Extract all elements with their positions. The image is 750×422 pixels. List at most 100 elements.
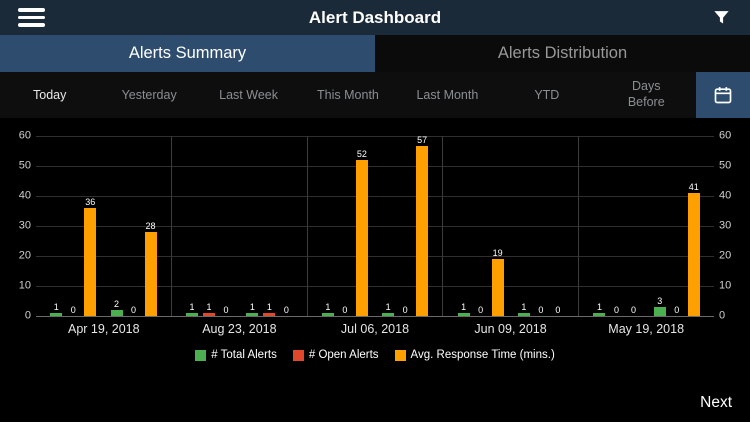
bar-slot: 36	[84, 136, 97, 316]
gridline	[36, 286, 714, 287]
bar	[263, 313, 276, 316]
bar-value-label: 0	[283, 305, 289, 315]
legend-item: # Total Alerts	[195, 349, 277, 361]
bar-value-label: 2	[114, 299, 120, 309]
bar-value-label: 3	[657, 296, 663, 306]
bar-value-label: 1	[189, 302, 195, 312]
bar	[382, 313, 395, 316]
bar-slot: 0	[552, 136, 564, 316]
bar-slot: 52	[355, 136, 368, 316]
page-title: Alert Dashboard	[308, 7, 442, 27]
y-axis-tick: 30	[719, 219, 732, 232]
y-axis-tick: 60	[18, 129, 31, 142]
bar-value-label: 1	[249, 302, 255, 312]
bar-value-label: 0	[70, 305, 76, 315]
bar-cluster: 1 1 0	[186, 136, 232, 316]
bar	[653, 307, 666, 316]
y-axis-tick: 50	[18, 159, 31, 172]
bar-group: 1 0 19 1 0 0	[443, 136, 580, 316]
hamburger-bar	[18, 23, 45, 27]
bar-slot: 0	[535, 136, 547, 316]
bar	[457, 313, 470, 316]
legend-item: # Open Alerts	[292, 349, 379, 361]
filter-last-week[interactable]: Last Week	[219, 88, 278, 102]
bar-cluster: 1 0 52	[321, 136, 368, 316]
bar-cluster: 1 0 0	[517, 136, 564, 316]
gridline	[36, 316, 714, 317]
gridline	[36, 226, 714, 227]
top-bar: Alert Dashboard	[0, 0, 750, 35]
bar-value-label: 0	[613, 305, 619, 315]
y-axis-tick: 0	[24, 309, 31, 322]
bar-value-label: 1	[53, 302, 59, 312]
y-axis-tick: 60	[719, 129, 732, 142]
bar-value-label: 0	[131, 305, 137, 315]
bar-slot: 1	[263, 136, 276, 316]
bar-value-label: 1	[325, 302, 331, 312]
bar-value-label: 1	[596, 302, 602, 312]
bar	[355, 160, 368, 316]
chart-legend: # Total Alerts # Open Alerts Avg. Response…	[0, 349, 750, 361]
x-axis-labels: Apr 19, 2018 Aug 23, 2018 Jul 06, 2018 Jun …	[36, 322, 714, 336]
bar-slot: 0	[399, 136, 411, 316]
filter-ytd[interactable]: YTD	[534, 88, 560, 102]
filter-this-month[interactable]: This Month	[317, 88, 379, 102]
x-axis-label: Jul 06, 2018	[340, 322, 410, 336]
gridline	[36, 166, 714, 167]
bar-slot: 1	[321, 136, 334, 316]
tab-alerts-distribution[interactable]: Alerts Distribution	[375, 35, 750, 72]
bar	[416, 146, 429, 316]
legend-item: Avg. Response Time (mins.)	[394, 349, 555, 361]
filter-yesterday[interactable]: Yesterday	[121, 88, 177, 102]
hamburger-bar	[18, 15, 45, 20]
bar-slot: 0	[339, 136, 351, 316]
gridline	[36, 136, 714, 137]
bar-cluster: 1 0 0	[593, 136, 639, 316]
filter-funnel-icon[interactable]	[710, 7, 732, 29]
filter-last-month[interactable]: Last Month	[416, 88, 479, 102]
bar-value-label: 57	[417, 135, 428, 145]
bar-value-label: 0	[478, 305, 484, 315]
bar-slot: 1	[50, 136, 63, 316]
y-axis-tick: 10	[18, 279, 31, 292]
bar-slot: 41	[687, 136, 700, 316]
bar-slot: 1	[457, 136, 470, 316]
y-axis-tick: 40	[719, 189, 732, 202]
filter-days-before[interactable]: Days Before	[597, 72, 696, 118]
gridline	[36, 256, 714, 257]
y-axis-tick: 20	[719, 249, 732, 262]
bar-cluster: 1 0 36	[50, 136, 97, 316]
tab-bar: Alerts Summary Alerts Distribution	[0, 35, 750, 72]
bar-slot: 1	[203, 136, 216, 316]
x-axis-label: May 19, 2018	[608, 322, 685, 336]
bar-cluster: 1 0 57	[382, 135, 429, 316]
bar-value-label: 19	[492, 248, 503, 258]
bar-cluster: 2 0 28	[110, 136, 157, 316]
bar-slot: 0	[128, 136, 140, 316]
bar-value-label: 1	[206, 302, 212, 312]
legend-swatch	[292, 349, 304, 361]
bar-value-label: 28	[145, 221, 156, 231]
bar-value-label: 0	[538, 305, 544, 315]
bar-value-label: 1	[266, 302, 272, 312]
hamburger-menu-icon[interactable]	[18, 4, 45, 31]
bar-value-label: 1	[461, 302, 467, 312]
legend-swatch	[195, 349, 207, 361]
calendar-icon	[714, 87, 732, 104]
x-axis-label: Aug 23, 2018	[202, 322, 277, 336]
calendar-button[interactable]	[695, 72, 750, 118]
bar-slot: 0	[280, 136, 292, 316]
next-button[interactable]: Next	[700, 394, 732, 411]
bar-group: 1 1 0 1 1 0	[172, 136, 308, 316]
filter-today[interactable]: Today	[33, 88, 67, 102]
bar-groups: 1 0 36 2 0 28 1 1 0 1 1 0 1 0 52 1 0 57 1 0 19 1 0 0 1 0 0 3 0 41	[36, 136, 714, 316]
bar	[321, 313, 334, 316]
hamburger-bar	[18, 8, 45, 12]
x-axis-label: Apr 19, 2018	[68, 322, 140, 336]
bar-value-label: 0	[674, 305, 680, 315]
legend-label: # Open Alerts	[308, 349, 379, 361]
legend-swatch	[394, 349, 406, 361]
bar-slot: 0	[475, 136, 487, 316]
tab-alerts-summary[interactable]: Alerts Summary	[0, 35, 375, 72]
